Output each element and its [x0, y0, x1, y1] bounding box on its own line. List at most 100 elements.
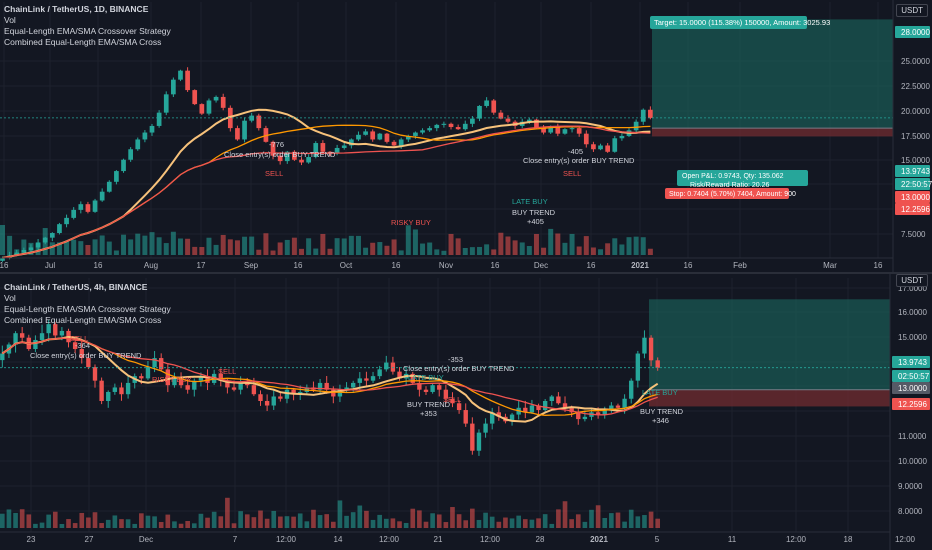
- price-label: 02:50:57: [898, 372, 930, 381]
- chart-annotation: +405: [527, 217, 544, 226]
- candle-body: [405, 135, 411, 140]
- volume-bar: [463, 520, 469, 528]
- candle-body: [334, 147, 340, 154]
- candle-body: [218, 373, 223, 381]
- volume-bar: [483, 512, 488, 528]
- volume-bar: [135, 233, 141, 255]
- volume-bar: [569, 233, 575, 255]
- candle-body: [463, 410, 468, 424]
- time-tick-label: 17: [197, 261, 206, 270]
- candle-body: [344, 387, 349, 390]
- candle-body: [324, 382, 329, 390]
- volume-bar: [589, 509, 594, 528]
- volume-bar: [121, 234, 127, 255]
- candle-body: [86, 358, 91, 368]
- volume-bar: [420, 243, 426, 255]
- currency-button[interactable]: USDT: [896, 274, 928, 287]
- volume-bar: [377, 514, 382, 528]
- price-label-badge: [892, 370, 930, 382]
- volume-bar: [198, 513, 204, 528]
- volume-bar: [477, 246, 482, 255]
- volume-bar: [503, 517, 508, 528]
- time-tick-label: 18: [844, 535, 853, 544]
- candle-body: [505, 118, 511, 122]
- daily-chart-canvas[interactable]: 28.0000 25.0000 22.5000 20.0000 17.5000 15.00…: [0, 0, 932, 272]
- time-tick-label: 11: [728, 535, 737, 544]
- candle-body: [357, 378, 362, 383]
- candle-body: [13, 333, 18, 345]
- candle-body: [622, 398, 627, 408]
- candle-body: [317, 382, 323, 390]
- volume-bar: [119, 519, 124, 528]
- candle-body: [619, 135, 625, 139]
- volume-bar: [205, 517, 210, 528]
- price-tick-label: 15.0000: [901, 156, 930, 165]
- volume-bar: [227, 239, 233, 255]
- candle-body: [576, 128, 582, 134]
- 4h-chart-canvas[interactable]: 17.0000 16.0000 15.0000 13.9743 02:50:57 13.0…: [0, 274, 932, 550]
- candle-body: [185, 70, 190, 91]
- candle-body: [595, 412, 601, 415]
- volume-bar: [185, 238, 191, 255]
- chart-annotation: Close entry(s) order BUY TREND: [30, 351, 142, 360]
- candle-body: [562, 403, 568, 408]
- sma-line: [1, 337, 658, 416]
- candle-body: [363, 131, 368, 135]
- candle-body: [417, 382, 422, 390]
- time-tick-label: 16: [684, 261, 693, 270]
- 4h-chart-panel[interactable]: 17.0000 16.0000 15.0000 13.9743 02:50:57 13.0…: [0, 274, 932, 550]
- chart-annotation: SELL: [443, 395, 461, 404]
- candle-body: [483, 423, 488, 433]
- loss-zone: [652, 128, 893, 137]
- candle-body: [277, 155, 283, 162]
- volume-bar: [516, 515, 521, 528]
- volume-bar: [348, 235, 354, 255]
- candle-body: [284, 389, 290, 399]
- pane-divider[interactable]: [0, 272, 932, 274]
- volume-bar: [163, 243, 169, 255]
- candle-body: [33, 339, 38, 350]
- candle-body: [615, 405, 621, 408]
- candle-body: [0, 257, 5, 261]
- candle-body: [562, 129, 568, 134]
- candle-body: [306, 157, 311, 163]
- volume-bar: [555, 233, 561, 255]
- volume-bar: [256, 249, 262, 255]
- candle-body: [220, 96, 226, 108]
- candle-body: [235, 128, 240, 140]
- candle-body: [71, 209, 77, 218]
- volume-bar: [304, 521, 310, 528]
- volume-bar: [64, 241, 70, 255]
- volume-bar: [509, 518, 515, 528]
- daily-chart-panel[interactable]: 28.0000 25.0000 22.5000 20.0000 17.5000 15.00…: [0, 0, 932, 272]
- volume-bar: [92, 512, 98, 528]
- candle-body: [523, 407, 528, 413]
- candle-body: [455, 127, 461, 130]
- time-tick-label: 2021: [590, 535, 608, 544]
- volume-bar: [291, 516, 296, 528]
- volume-bar: [397, 521, 402, 528]
- volume-bar: [341, 238, 347, 255]
- candle-body: [591, 144, 596, 150]
- daily-chart-legend: ChainLink / TetherUS, 1D, BINANCE Vol Eq…: [4, 4, 171, 48]
- volume-bar: [648, 511, 654, 528]
- candle-body: [270, 141, 276, 156]
- volume-bar: [489, 516, 495, 528]
- volume-bar: [491, 249, 497, 255]
- candle-body: [79, 349, 84, 359]
- volume-bar: [231, 523, 237, 528]
- candle-body: [427, 128, 433, 131]
- volume-bar: [363, 247, 369, 255]
- time-tick-label: 16: [94, 261, 103, 270]
- candle-body: [152, 358, 157, 368]
- candle-body: [640, 109, 646, 122]
- volume-bar: [172, 521, 177, 528]
- volume-bar: [327, 248, 333, 255]
- slow-ma-line: [1, 337, 658, 416]
- 4h-chart-legend: ChainLink / TetherUS, 4h, BINANCE Vol Eq…: [4, 282, 171, 326]
- volume-bar: [59, 523, 65, 528]
- currency-button[interactable]: USDT: [896, 4, 928, 17]
- chart-annotation: -776: [269, 140, 284, 149]
- volume-bar: [278, 516, 283, 528]
- volume-bar: [605, 243, 611, 255]
